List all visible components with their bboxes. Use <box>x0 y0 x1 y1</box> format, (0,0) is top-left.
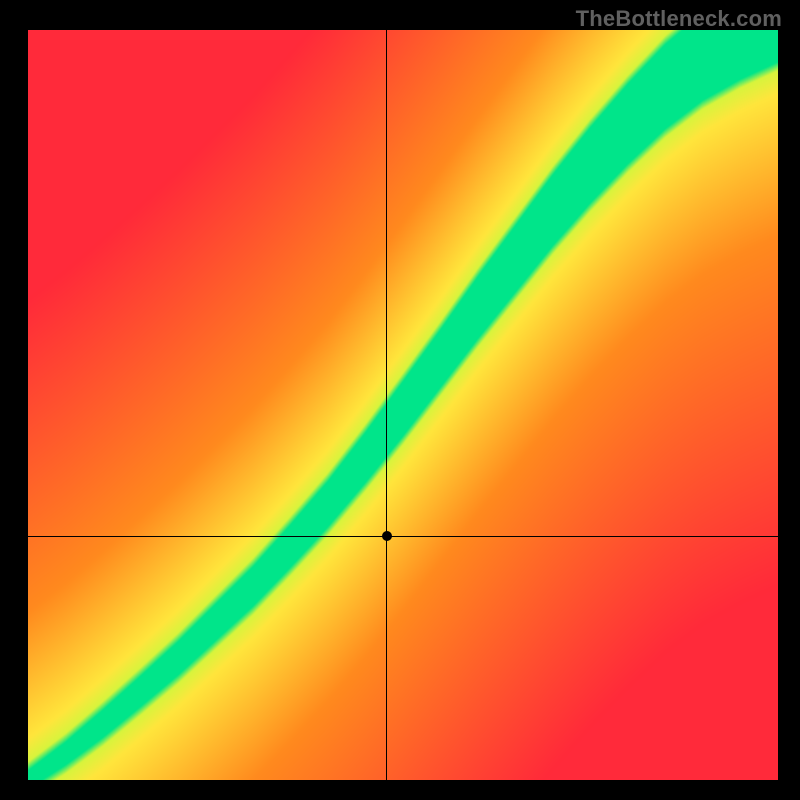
watermark-text: TheBottleneck.com <box>576 6 782 32</box>
heatmap-canvas <box>28 30 778 780</box>
crosshair-vertical <box>386 30 387 780</box>
crosshair-horizontal <box>28 536 778 537</box>
bottleneck-heatmap <box>28 30 778 780</box>
marker-dot <box>382 531 392 541</box>
